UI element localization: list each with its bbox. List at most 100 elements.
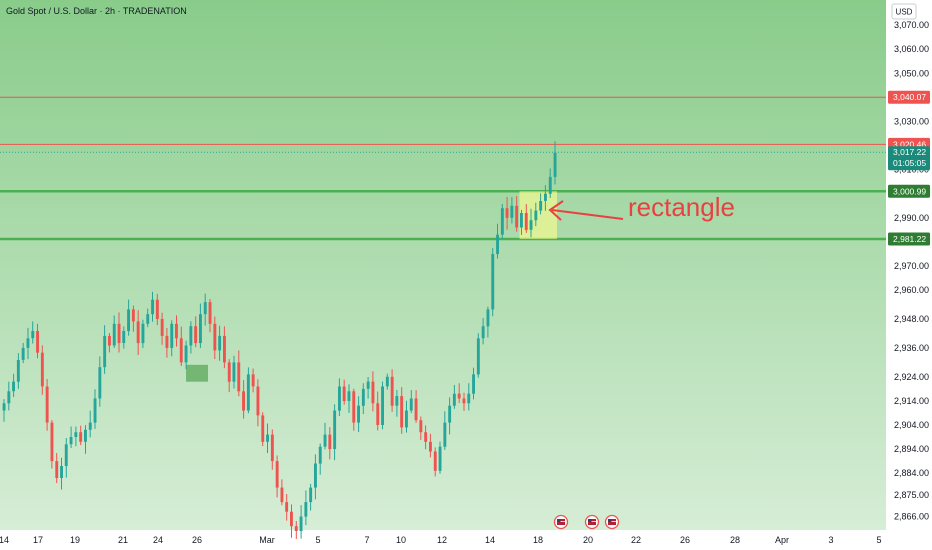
last-price-tag[interactable] xyxy=(888,146,930,171)
highlight-box[interactable] xyxy=(186,364,208,382)
candle-body xyxy=(491,254,495,310)
candle-body xyxy=(414,398,418,421)
y-tick-label: 2,904.00 xyxy=(894,420,929,430)
candle-body xyxy=(256,386,260,416)
candle-body xyxy=(98,367,102,399)
event-markers xyxy=(553,514,620,530)
x-tick-label: 19 xyxy=(70,535,80,545)
candle-body xyxy=(141,323,145,344)
candle-body xyxy=(520,213,523,228)
candle-body xyxy=(246,374,250,411)
us-flag-event-icon[interactable] xyxy=(584,514,600,530)
candle-body xyxy=(93,398,97,423)
x-tick-label: 12 xyxy=(437,535,447,545)
candle-body xyxy=(409,398,413,411)
flag-canton xyxy=(557,519,561,522)
candle-body xyxy=(452,393,456,406)
candle-body xyxy=(151,299,154,315)
y-tick-label: 3,050.00 xyxy=(894,68,929,78)
price-tag[interactable] xyxy=(888,232,930,246)
x-axis: 14 17 19 21 24 26 Mar 5 7 10 12 14 18 20 22 26 28 Apr 3 5 xyxy=(0,535,882,545)
candle-body xyxy=(50,422,54,462)
candle-body xyxy=(419,420,423,433)
time-axis-panel[interactable] xyxy=(0,530,886,550)
candle-body xyxy=(199,314,202,344)
candle-body xyxy=(131,309,135,322)
candle-body xyxy=(318,446,322,464)
x-tick-label: 18 xyxy=(533,535,543,545)
candle-body xyxy=(515,205,519,228)
candle-body xyxy=(117,323,121,344)
candle-body xyxy=(64,444,68,466)
candle-body xyxy=(553,152,557,177)
candle-body xyxy=(266,434,269,442)
candle-body xyxy=(165,335,169,348)
candle-body xyxy=(55,461,59,478)
annotation-label: rectangle xyxy=(628,192,735,222)
candle-body xyxy=(184,345,188,363)
candle-body xyxy=(294,526,298,531)
candle-body xyxy=(424,432,428,442)
candle-body xyxy=(361,388,365,406)
candle-body xyxy=(338,386,341,411)
candle-body xyxy=(400,396,404,428)
y-axis: 3,070.003,060.003,050.003,030.003,010.00… xyxy=(888,20,930,522)
candle-body xyxy=(45,386,49,423)
currency-button-bg[interactable] xyxy=(891,3,917,20)
currency-button[interactable]: USD xyxy=(891,3,917,20)
candle-body xyxy=(31,331,35,339)
candle-body xyxy=(486,309,490,327)
price-tag[interactable] xyxy=(888,90,930,104)
candle-body xyxy=(74,432,78,437)
candle-body xyxy=(433,451,437,471)
candle-body xyxy=(539,201,543,211)
y-tick-label: 3,060.00 xyxy=(894,44,929,54)
price-tag[interactable] xyxy=(888,184,930,198)
y-tick-label: 2,970.00 xyxy=(894,261,929,271)
chart-title: Gold Spot / U.S. Dollar · 2h · TRADENATI… xyxy=(6,6,187,16)
candle-body xyxy=(371,381,375,404)
candle-body xyxy=(405,410,408,428)
annotation-group: rectangle xyxy=(548,192,735,222)
annotation-arrow xyxy=(551,209,624,220)
horizontal-levels xyxy=(0,96,886,241)
candle-body xyxy=(314,463,317,488)
candle-body xyxy=(112,323,116,346)
candle-body xyxy=(304,502,308,517)
candle-body xyxy=(175,323,178,339)
candle-body xyxy=(381,386,384,425)
flag-canton xyxy=(608,519,612,522)
candle-body xyxy=(208,302,212,324)
candle-body xyxy=(534,210,538,221)
candle-body xyxy=(544,193,547,201)
candle-body xyxy=(69,437,73,445)
candle-body xyxy=(285,502,289,512)
candle-body xyxy=(395,396,399,406)
candle-body xyxy=(218,335,222,351)
candle-body xyxy=(548,176,552,194)
candle-body xyxy=(227,362,231,382)
x-tick-label: Mar xyxy=(259,535,275,545)
candle-body xyxy=(496,234,499,254)
us-flag-event-icon[interactable] xyxy=(604,514,620,530)
candle-body xyxy=(505,208,509,218)
y-tick-label: 2,884.00 xyxy=(894,468,929,478)
y-tick-label: 2,936.00 xyxy=(894,343,929,353)
x-tick-label: 14 xyxy=(485,535,495,545)
us-flag-event-icon[interactable] xyxy=(553,514,569,530)
candle-body xyxy=(21,347,25,360)
y-tick-label: 2,866.00 xyxy=(894,512,929,522)
candle-body xyxy=(500,208,504,235)
candle-body xyxy=(60,466,63,478)
candle-body xyxy=(40,352,44,387)
candle-body xyxy=(472,374,475,394)
x-tick-label: 14 xyxy=(0,535,9,545)
flag-stripes xyxy=(588,519,596,525)
candle-body xyxy=(323,434,327,447)
candle-body xyxy=(2,403,6,411)
candle-body xyxy=(357,405,360,423)
candle-body xyxy=(438,446,442,471)
x-tick-label: 20 xyxy=(583,535,593,545)
